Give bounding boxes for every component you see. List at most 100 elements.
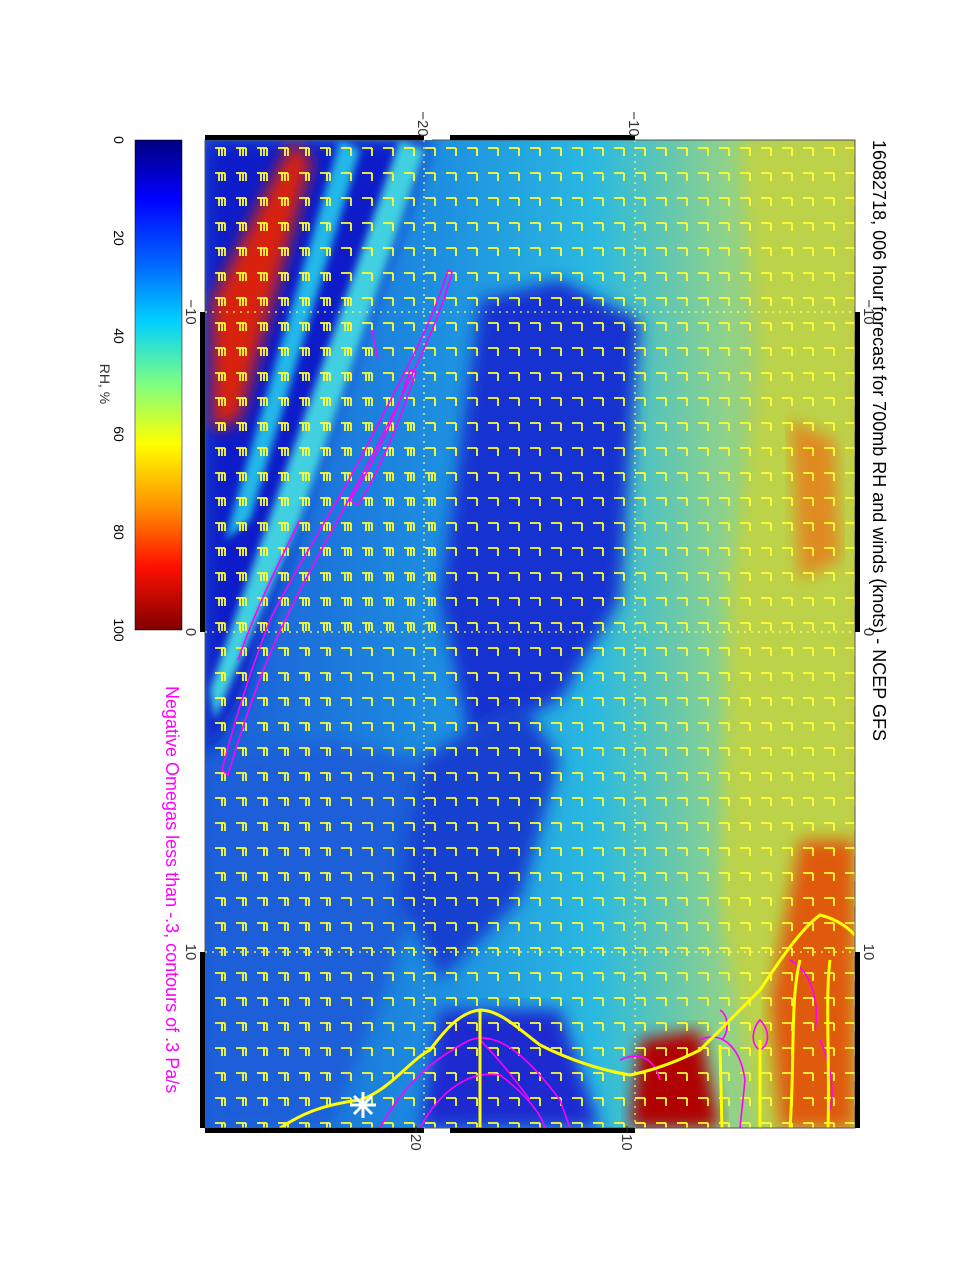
wind-barb <box>635 797 646 806</box>
wind-barb <box>677 1072 688 1081</box>
wind-barb <box>362 947 373 956</box>
wind-barb <box>509 247 520 256</box>
wind-barb <box>509 772 520 781</box>
wind-barb <box>698 322 709 331</box>
wind-barb <box>509 947 520 956</box>
wind-barb <box>362 997 373 1006</box>
wind-barb <box>341 647 352 656</box>
wind-barb <box>362 622 373 631</box>
wind-barb <box>719 872 730 881</box>
wind-barb <box>446 147 457 156</box>
wind-barb <box>719 747 730 756</box>
wind-barb <box>320 897 331 906</box>
wind-barb <box>551 697 562 706</box>
wind-barb <box>845 697 855 706</box>
wind-barb <box>236 947 247 956</box>
wind-barb <box>551 1122 562 1128</box>
wind-barb <box>740 272 751 281</box>
wind-barb <box>740 1097 751 1106</box>
wind-barb <box>446 797 457 806</box>
wind-barb <box>257 447 268 456</box>
wind-barb <box>425 172 436 181</box>
wind-barb <box>299 697 310 706</box>
wind-barb <box>530 722 541 731</box>
wind-barb <box>467 147 478 156</box>
wind-barb <box>425 497 436 506</box>
wind-barb <box>656 997 667 1006</box>
wind-barb <box>782 972 793 981</box>
wind-barb <box>698 647 709 656</box>
wind-barb <box>236 672 247 681</box>
wind-barb <box>677 1022 688 1031</box>
wind-barb <box>740 922 751 931</box>
wind-barb <box>341 597 352 606</box>
wind-barb <box>614 147 625 156</box>
wind-barb <box>215 497 226 506</box>
wind-barb <box>719 397 730 406</box>
wind-barb <box>383 497 394 506</box>
wind-barb <box>362 222 373 231</box>
wind-barb <box>278 772 289 781</box>
wind-barb <box>362 597 373 606</box>
wind-barb <box>824 322 835 331</box>
wind-barb <box>404 222 415 231</box>
wind-barbs <box>215 147 855 1128</box>
wind-barb <box>383 847 394 856</box>
wind-barb <box>635 172 646 181</box>
wind-barb <box>467 597 478 606</box>
wind-barb <box>593 872 604 881</box>
wind-barb <box>488 272 499 281</box>
wind-barb <box>257 372 268 381</box>
wind-barb <box>614 272 625 281</box>
wind-barb <box>362 322 373 331</box>
wind-barb <box>488 622 499 631</box>
wind-barb <box>236 1072 247 1081</box>
wind-barb <box>299 847 310 856</box>
wind-barb <box>761 222 772 231</box>
axis-labels: −20 −10 −20 −10 −10 0 10 −10 0 10 <box>182 111 877 1150</box>
wind-barb <box>698 147 709 156</box>
wind-barb <box>551 872 562 881</box>
wind-barb <box>446 472 457 481</box>
wind-barb <box>782 172 793 181</box>
wind-barb <box>467 422 478 431</box>
wind-barb <box>383 572 394 581</box>
wind-barb <box>383 1122 394 1128</box>
wind-barb <box>551 897 562 906</box>
wind-barb <box>530 622 541 631</box>
wind-barb <box>614 222 625 231</box>
wind-barb <box>719 547 730 556</box>
wind-barb <box>404 272 415 281</box>
wind-barb <box>341 622 352 631</box>
wind-barb <box>320 547 331 556</box>
wind-barb <box>467 447 478 456</box>
wind-barb <box>761 497 772 506</box>
wind-barb <box>215 972 226 981</box>
wind-barb <box>467 172 478 181</box>
wind-barb <box>572 847 583 856</box>
wind-barb <box>215 272 226 281</box>
right-label-1: −10 <box>860 299 877 324</box>
wind-barb <box>530 372 541 381</box>
wind-barb <box>782 922 793 931</box>
wind-barb <box>572 672 583 681</box>
wind-barb <box>467 997 478 1006</box>
wind-barb <box>257 1122 268 1128</box>
wind-barb <box>635 447 646 456</box>
wind-barb <box>341 222 352 231</box>
wind-barb <box>782 472 793 481</box>
wind-barb <box>761 872 772 881</box>
wind-barb <box>467 1022 478 1031</box>
wind-barb <box>467 522 478 531</box>
wind-barb <box>551 472 562 481</box>
wind-barb <box>782 647 793 656</box>
wind-barb <box>299 672 310 681</box>
wind-barb <box>278 322 289 331</box>
wind-barb <box>425 347 436 356</box>
wind-barb <box>551 1022 562 1031</box>
wind-barb <box>551 947 562 956</box>
wind-barb <box>278 1072 289 1081</box>
wind-barb <box>530 947 541 956</box>
wind-barb <box>257 647 268 656</box>
wind-barb <box>299 572 310 581</box>
